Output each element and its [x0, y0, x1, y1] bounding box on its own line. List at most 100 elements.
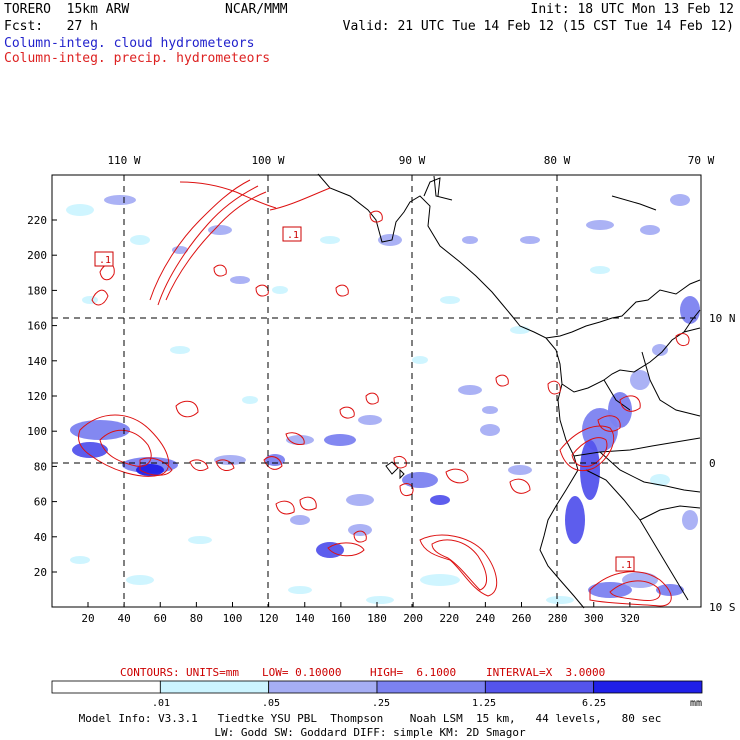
- precip-contour: [597, 415, 621, 432]
- x-tick-label: 280: [548, 612, 568, 625]
- precip-contour: [189, 459, 209, 471]
- cloud-patch: [130, 235, 150, 245]
- x-tick-label: 60: [154, 612, 167, 625]
- contour-label-1: .1: [99, 255, 111, 266]
- y-tick-label: 180: [27, 284, 47, 297]
- x-tick-label: 260: [512, 612, 532, 625]
- cloud-patch: [324, 434, 356, 446]
- colorbar-segment: [159, 680, 270, 694]
- axis-labels: 20 40 60 80 100 120 140 160 180 200 220 240 260 280 30…: [27, 154, 735, 625]
- cloud-patch: [290, 515, 310, 525]
- precip-contour: [213, 264, 227, 277]
- colorbar-label-2: .05: [262, 698, 281, 709]
- colorbar-label-4: 1.25: [472, 698, 497, 709]
- cloud-patch: [482, 406, 498, 414]
- y-tick-label: 160: [27, 320, 47, 333]
- cloud-patch: [608, 392, 632, 428]
- colorbar-segment: [51, 680, 161, 694]
- x-tick-label: 140: [295, 612, 315, 625]
- cloud-patch: [622, 572, 658, 588]
- contour-info-label: CONTOURS:: [120, 666, 180, 679]
- run-title: TORERO 15km ARW: [4, 2, 130, 17]
- precip-contour: [609, 580, 661, 601]
- precip-contour: [445, 468, 469, 484]
- cloud-patch: [588, 582, 632, 598]
- precip-contour: [419, 534, 498, 597]
- precip-contour: [139, 457, 173, 476]
- cloud-patch: [565, 496, 585, 544]
- valid-time: Valid: 21 UTC Tue 14 Feb 12 (15 CST Tue …: [342, 19, 734, 34]
- x-tick-label: 220: [439, 612, 459, 625]
- cloud-patch: [656, 584, 684, 596]
- y-tick-label: 120: [27, 390, 47, 403]
- precip-contour: [179, 181, 277, 209]
- y-tick-label: 220: [27, 214, 47, 227]
- x-tick-label: 40: [118, 612, 131, 625]
- center-label: NCAR/MMM: [225, 2, 288, 17]
- y-tick-label: 80: [34, 460, 47, 473]
- precip-contour: [339, 406, 355, 419]
- cloud-patch: [402, 472, 438, 488]
- precip-contour: [369, 210, 383, 223]
- y-tick-label: 140: [27, 355, 47, 368]
- precip-contour: [299, 496, 317, 511]
- cloud-patch: [286, 435, 314, 445]
- axis-ticks: [52, 219, 631, 607]
- cloud-patch: [458, 385, 482, 395]
- precip-contour: [571, 437, 608, 467]
- precip-contour: [269, 187, 331, 211]
- y-tick-label: 100: [27, 425, 47, 438]
- x-tick-label: 120: [259, 612, 279, 625]
- precip-contour: [335, 284, 349, 297]
- x-tick-label: 180: [367, 612, 387, 625]
- cloud-patch: [366, 596, 394, 604]
- init-time: Init: 18 UTC Mon 13 Feb 12: [530, 2, 735, 17]
- cloud-patch: [104, 195, 136, 205]
- cloud-patch: [136, 464, 164, 476]
- lat-lon-grid: [52, 175, 701, 607]
- cloud-patch: [586, 220, 614, 230]
- precip-contour: [675, 333, 690, 347]
- contour-low: LOW= 0.10000: [262, 666, 342, 679]
- longitude-label: 80 W: [544, 154, 571, 167]
- precip-contour: [99, 430, 152, 467]
- cloud-patch: [288, 586, 312, 594]
- cloud-patch: [172, 246, 188, 254]
- cloud-patch: [346, 494, 374, 506]
- precip-hydrometeor-contours: [77, 179, 690, 607]
- precip-contour: [215, 459, 235, 471]
- precip-contour: [165, 191, 267, 301]
- field-precip-label: Column-integ. precip. hydrometeors: [4, 51, 271, 66]
- precip-contour: [327, 542, 365, 557]
- latitude-label: 10 S: [709, 601, 736, 614]
- x-tick-label: 20: [81, 612, 94, 625]
- x-tick-label: 160: [331, 612, 351, 625]
- model-info-line2: LW: Godd SW: Goddard DIFF: simple KM: 2D…: [214, 726, 526, 739]
- cloud-patch: [480, 424, 500, 436]
- cloud-patch: [420, 574, 460, 586]
- x-tick-label: 240: [475, 612, 495, 625]
- forecast-hour: Fcst: 27 h: [4, 19, 98, 34]
- cloud-patch: [440, 296, 460, 304]
- x-tick-label: 80: [190, 612, 203, 625]
- precip-contour: [285, 432, 305, 445]
- contour-label-2: .1: [287, 230, 299, 241]
- cloud-patch: [320, 236, 340, 244]
- x-tick-label: 100: [223, 612, 243, 625]
- cloud-patch: [412, 356, 428, 364]
- colorbar-label-5: 6.25: [582, 698, 607, 709]
- longitude-label: 100 W: [251, 154, 284, 167]
- cloud-patch: [430, 495, 450, 505]
- cloud-patch: [208, 225, 232, 235]
- contour-interval: INTERVAL=X 3.0000: [486, 666, 606, 679]
- cloud-patch: [126, 575, 154, 585]
- cloud-patch: [462, 236, 478, 244]
- y-tick-label: 20: [34, 566, 47, 579]
- cloud-patch: [680, 296, 700, 324]
- colorbar-label-3: .25: [372, 698, 391, 709]
- contour-high: HIGH= 6.1000: [370, 666, 457, 679]
- cloud-patch: [510, 326, 530, 334]
- cloud-patch: [188, 536, 212, 544]
- cloud-patch: [546, 596, 574, 604]
